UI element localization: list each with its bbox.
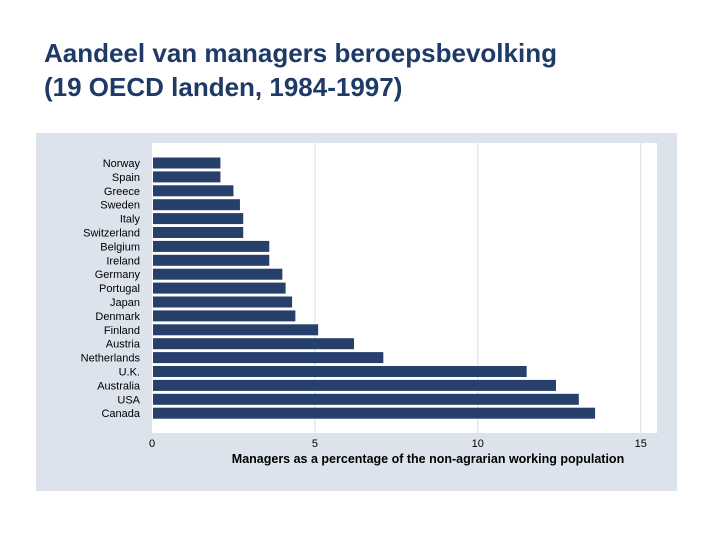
bar-portugal: [153, 282, 286, 294]
slide-title: Aandeel van managers beroepsbevolking (1…: [44, 36, 557, 104]
category-label-austria: Austria: [106, 339, 141, 351]
category-label-italy: Italy: [120, 214, 141, 226]
bar-greece: [153, 185, 234, 197]
x-tick-label-0: 0: [149, 438, 155, 450]
bar-chart: Norway Spain Greece Sweden Italy SwitzerlandB…: [81, 143, 657, 466]
bar-switzerland: [153, 227, 244, 238]
bar-usa: [153, 393, 579, 405]
category-label-norway: Norway: [103, 158, 141, 170]
category-label-spain: Spain: [112, 172, 140, 184]
bar-australia: [153, 379, 556, 391]
category-label-switzerland: Switzerland: [83, 228, 140, 240]
category-label-portugal: Portugal: [99, 283, 140, 295]
bar-finland: [153, 324, 319, 336]
bars: [153, 157, 596, 419]
category-label-belgium: Belgium: [100, 241, 140, 253]
bar-netherlands: [153, 352, 384, 364]
bar-japan: [153, 296, 293, 308]
bar-canada: [153, 407, 596, 419]
category-label-u-k: U.K.: [119, 367, 140, 379]
category-label-finland: Finland: [104, 325, 140, 337]
bar-sweden: [153, 199, 240, 211]
chart-panel: Norway Spain Greece Sweden Italy Switzerland B…: [36, 133, 677, 491]
category-label-denmark: Denmark: [95, 311, 140, 323]
x-tick-label-10: 10: [472, 438, 484, 450]
x-axis-title: Managers as a percentage of the non-agra…: [232, 452, 624, 466]
category-label-canada: Canada: [101, 408, 140, 420]
category-label-ireland: Ireland: [106, 255, 140, 267]
bar-spain: [153, 171, 221, 183]
bar-ireland: [153, 254, 270, 266]
x-tick-label-5: 5: [312, 438, 318, 450]
bar-belgium: [153, 240, 270, 252]
category-label-germany: Germany: [95, 269, 141, 281]
category-label-japan: Japan: [110, 297, 140, 309]
category-label-sweden: Sweden: [100, 200, 140, 212]
category-labels: Norway Spain Greece Sweden Italy SwitzerlandB…: [81, 158, 141, 420]
category-label-greece: Greece: [104, 186, 140, 198]
category-label-netherlands: Netherlands: [81, 353, 141, 365]
bar-norway: [153, 157, 221, 169]
bar-austria: [153, 338, 354, 350]
slide-title-line-1: Aandeel van managers beroepsbevolking: [44, 38, 557, 68]
bar-italy: [153, 213, 244, 225]
category-label-usa: USA: [117, 394, 140, 406]
slide-title-line-2: (19 OECD landen, 1984-1997): [44, 72, 403, 102]
bar-germany: [153, 268, 283, 280]
x-tick-label-15: 15: [635, 438, 647, 450]
bar-denmark: [153, 310, 296, 322]
bar-u-k: [153, 366, 527, 377]
x-tick-labels: 0 5 10 15: [149, 438, 647, 450]
category-label-australia: Australia: [97, 380, 141, 392]
